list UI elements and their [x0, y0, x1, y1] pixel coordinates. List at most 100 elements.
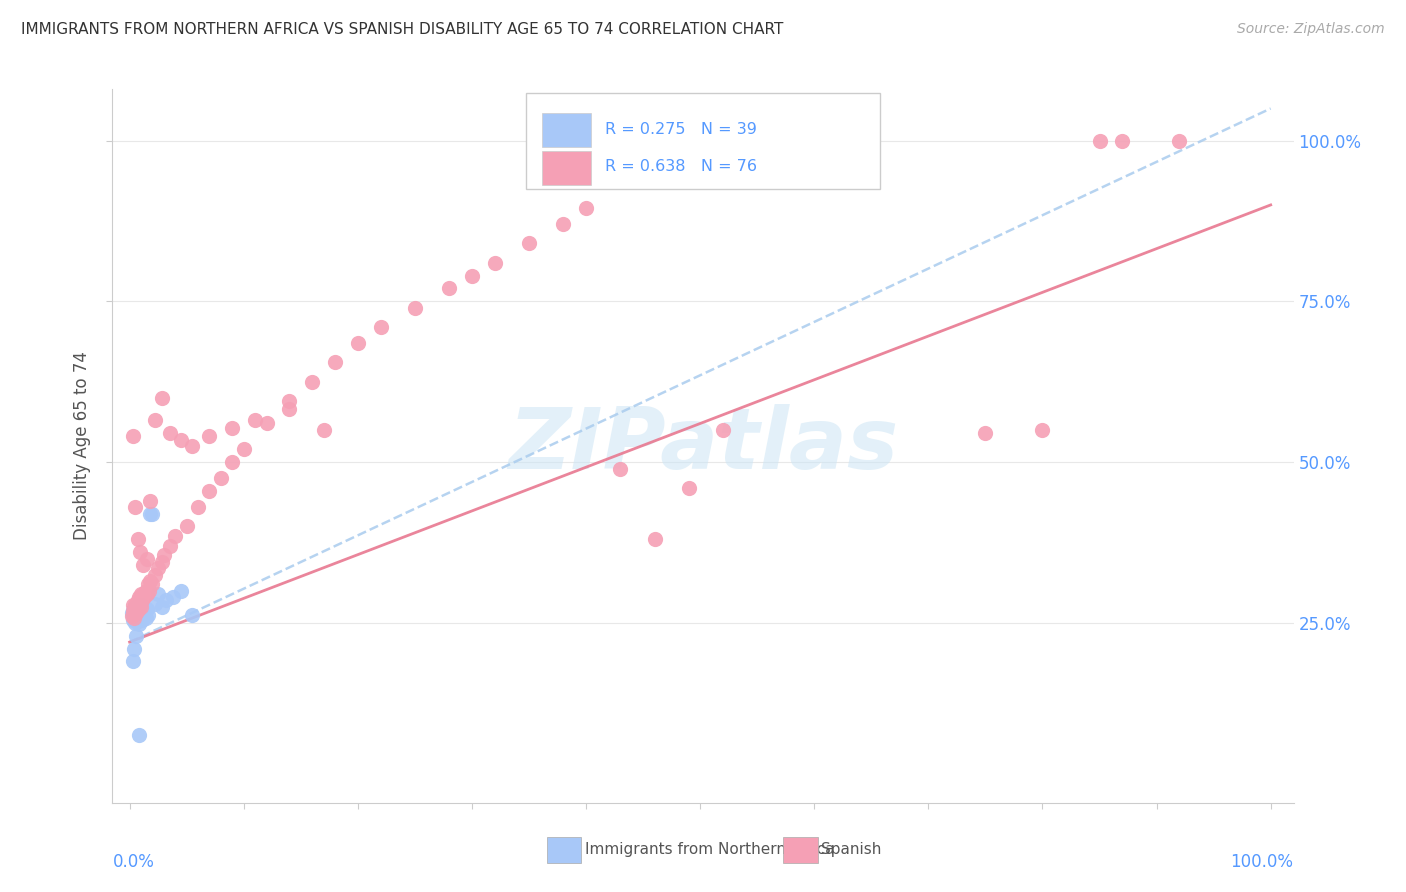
- FancyBboxPatch shape: [543, 151, 591, 185]
- Point: [134, 603, 156, 617]
- Point: [135, 610, 157, 624]
- Text: 0.0%: 0.0%: [112, 853, 155, 871]
- Point: [153, 549, 176, 563]
- Point: [138, 583, 160, 598]
- Point: [301, 375, 323, 389]
- Point: [129, 599, 152, 614]
- Point: [243, 413, 266, 427]
- Point: [121, 606, 143, 620]
- Point: [141, 507, 163, 521]
- Point: [678, 481, 700, 495]
- FancyBboxPatch shape: [547, 837, 581, 863]
- Point: [127, 601, 149, 615]
- Point: [131, 601, 153, 615]
- Point: [122, 603, 145, 617]
- Y-axis label: Disability Age 65 to 74: Disability Age 65 to 74: [73, 351, 91, 541]
- FancyBboxPatch shape: [543, 112, 591, 147]
- Point: [150, 555, 173, 569]
- Point: [1031, 423, 1053, 437]
- Point: [128, 617, 150, 632]
- Point: [122, 654, 145, 668]
- Point: [974, 426, 997, 441]
- Point: [170, 433, 193, 447]
- Point: [131, 593, 153, 607]
- Point: [128, 728, 150, 742]
- Point: [125, 599, 148, 614]
- Point: [1088, 134, 1111, 148]
- Point: [122, 598, 145, 612]
- Point: [198, 429, 221, 443]
- Point: [139, 493, 162, 508]
- Point: [129, 587, 152, 601]
- Point: [484, 256, 506, 270]
- Point: [135, 583, 157, 598]
- Point: [139, 507, 162, 521]
- Point: [125, 597, 148, 611]
- Point: [278, 402, 301, 417]
- Point: [139, 574, 162, 588]
- Point: [125, 613, 148, 627]
- Point: [209, 471, 232, 485]
- Text: Immigrants from Northern Africa: Immigrants from Northern Africa: [585, 842, 835, 857]
- Point: [553, 217, 575, 231]
- Point: [711, 423, 734, 437]
- Text: ZIPatlas: ZIPatlas: [508, 404, 898, 488]
- Point: [221, 455, 243, 469]
- Point: [122, 604, 145, 618]
- Point: [1168, 134, 1191, 148]
- Point: [517, 236, 540, 251]
- Point: [146, 587, 169, 601]
- Point: [131, 613, 153, 627]
- Point: [127, 593, 149, 607]
- Point: [155, 593, 177, 607]
- Point: [128, 613, 150, 627]
- Point: [181, 608, 204, 623]
- Point: [176, 519, 198, 533]
- Point: [278, 394, 301, 409]
- Text: 100.0%: 100.0%: [1230, 853, 1294, 871]
- Point: [122, 429, 145, 443]
- Point: [122, 610, 145, 624]
- Point: [128, 599, 150, 614]
- Point: [159, 539, 181, 553]
- Text: IMMIGRANTS FROM NORTHERN AFRICA VS SPANISH DISABILITY AGE 65 TO 74 CORRELATION C: IMMIGRANTS FROM NORTHERN AFRICA VS SPANI…: [21, 22, 783, 37]
- Text: R = 0.638   N = 76: R = 0.638 N = 76: [605, 160, 756, 175]
- Point: [125, 606, 148, 620]
- Point: [124, 601, 146, 615]
- Point: [124, 500, 146, 514]
- Point: [128, 545, 150, 559]
- Point: [198, 483, 221, 498]
- Point: [125, 606, 148, 620]
- FancyBboxPatch shape: [783, 837, 817, 863]
- Point: [461, 268, 484, 283]
- Point: [124, 598, 146, 612]
- Point: [150, 391, 173, 405]
- Point: [135, 587, 157, 601]
- Point: [127, 603, 149, 617]
- Point: [132, 558, 155, 572]
- Point: [125, 629, 148, 643]
- Point: [143, 567, 166, 582]
- Point: [162, 590, 184, 604]
- Point: [165, 529, 187, 543]
- Point: [221, 421, 243, 435]
- Point: [146, 561, 169, 575]
- Point: [122, 604, 145, 618]
- Point: [128, 604, 150, 618]
- Point: [124, 604, 146, 618]
- Point: [122, 609, 145, 624]
- FancyBboxPatch shape: [526, 93, 880, 189]
- Point: [132, 587, 155, 601]
- Point: [644, 533, 666, 547]
- Point: [129, 598, 152, 612]
- Point: [609, 461, 631, 475]
- Point: [121, 609, 143, 624]
- Point: [143, 597, 166, 611]
- Point: [122, 613, 145, 627]
- Point: [323, 355, 346, 369]
- Point: [575, 201, 598, 215]
- Point: [122, 601, 145, 615]
- Text: Spanish: Spanish: [821, 842, 882, 857]
- Point: [187, 500, 209, 514]
- Point: [1111, 134, 1133, 148]
